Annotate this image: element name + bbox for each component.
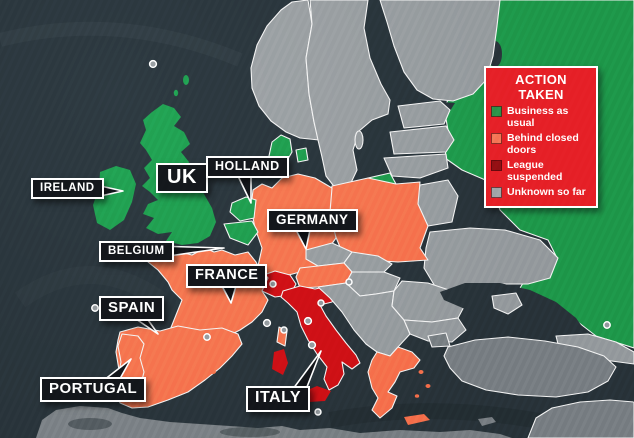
- aegean-islet: [425, 384, 431, 388]
- caspian-sea-edge: [620, 366, 634, 402]
- city-dot: [280, 326, 288, 334]
- city-dot: [307, 340, 317, 350]
- legend-item-label: Business as usual: [507, 105, 569, 129]
- city-dot: [269, 280, 277, 288]
- north-africa-coast: [36, 406, 512, 438]
- island-sardinia: [272, 349, 288, 375]
- country-sweden: [305, 0, 391, 190]
- country-turkey: [443, 336, 617, 398]
- country-netherlands: [229, 196, 257, 222]
- country-estonia: [397, 100, 451, 129]
- aegean-islet: [414, 394, 420, 398]
- label-holland: HOLLAND: [206, 156, 289, 179]
- island-orkney: [173, 89, 179, 97]
- country-belgium: [223, 220, 259, 246]
- island-menorca: [210, 370, 216, 374]
- green-swatch-icon: [491, 106, 502, 117]
- legend-item-label: Behind closed doors: [507, 132, 579, 156]
- legend-item-unknown-so-far: Unknown so far: [491, 187, 591, 199]
- island-gotland: [354, 130, 364, 150]
- label-belgium: BELGIUM: [99, 241, 174, 263]
- island-crete: [404, 414, 430, 425]
- label-germany: GERMANY: [267, 209, 358, 233]
- city-dots-layer: [91, 59, 611, 416]
- label-france: FRANCE: [186, 264, 268, 289]
- orange-swatch-icon: [491, 133, 502, 145]
- legend-item-business-as-usual: Business as usual: [491, 105, 591, 129]
- aegean-islet: [418, 370, 424, 374]
- city-dot: [148, 59, 158, 69]
- africa-shading: [220, 427, 280, 437]
- legend-item-behind-closed-doors: Behind closed doors: [491, 132, 591, 156]
- island-mallorca: [197, 365, 205, 371]
- island-shetland: [183, 75, 189, 85]
- legend-item-league-suspended: League suspended: [491, 159, 591, 183]
- label-italy: ITALY: [246, 386, 311, 412]
- city-dot: [262, 318, 272, 328]
- sea-texture: [328, 403, 562, 433]
- atlas-mountains-shading: [68, 418, 112, 430]
- city-dot: [303, 316, 313, 326]
- city-dot: [317, 299, 325, 307]
- city-dot: [91, 304, 99, 312]
- label-spain: SPAIN: [99, 296, 165, 321]
- legend-item-label: Unknown so far: [507, 186, 586, 199]
- city-dot: [603, 321, 611, 329]
- country-lithuania: [383, 153, 449, 179]
- city-dot-malta: [314, 408, 322, 416]
- city-dot: [345, 278, 353, 286]
- label-uk: UK: [156, 163, 208, 193]
- legend-title: ACTION TAKEN: [515, 72, 567, 102]
- country-finland: [379, 0, 501, 102]
- middle-east-coast: [527, 399, 634, 438]
- red-swatch-icon: [491, 160, 502, 172]
- legend-item-label: League suspended: [507, 159, 563, 183]
- city-dot: [203, 333, 211, 341]
- label-ireland: IRELAND: [31, 178, 104, 200]
- country-greece: [367, 346, 421, 419]
- country-bulgaria: [403, 317, 467, 343]
- legend: ACTION TAKEN Business as usual Behind cl…: [484, 66, 598, 208]
- black-sea: [440, 283, 586, 344]
- country-denmark-island: [295, 147, 309, 163]
- country-crimea: [491, 292, 523, 315]
- country-ireland: [93, 166, 136, 230]
- grey-swatch-icon: [491, 187, 502, 199]
- island-cyprus: [478, 417, 496, 426]
- country-balkans: [317, 282, 411, 357]
- label-portugal: PORTUGAL: [40, 377, 147, 402]
- country-latvia: [389, 125, 455, 155]
- country-turkish-thrace: [427, 332, 451, 348]
- country-ukraine: [423, 227, 559, 295]
